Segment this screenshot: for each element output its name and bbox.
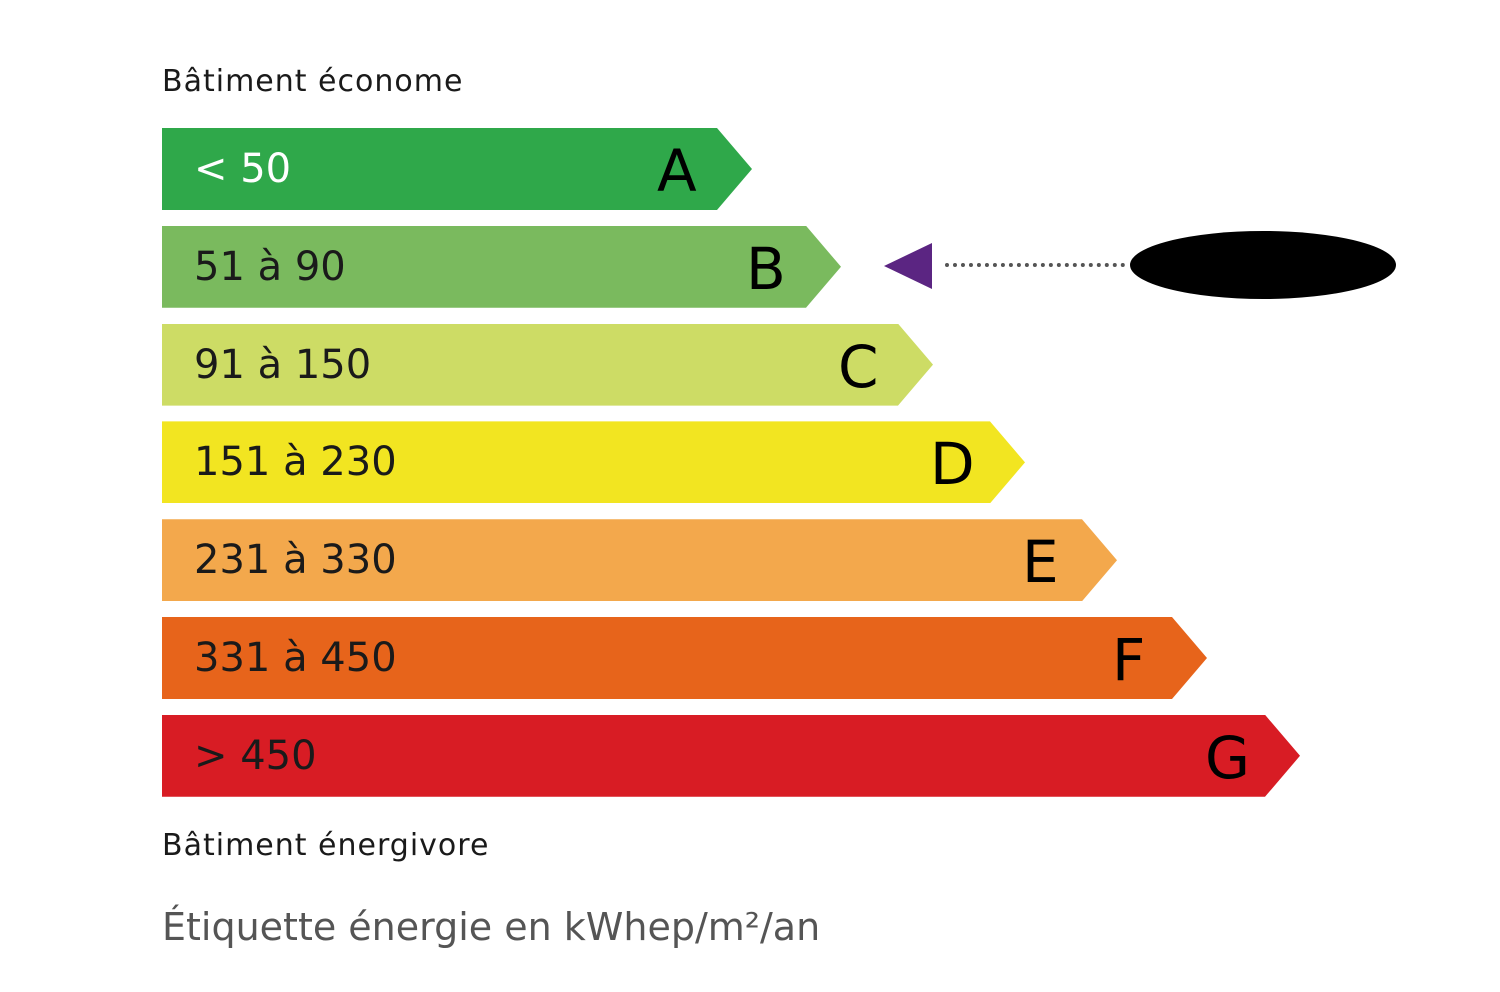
energy-range-label: 151 à 230 xyxy=(194,439,397,486)
energy-range-label: < 50 xyxy=(194,146,292,192)
energy-bar-f: 331 à 450 F xyxy=(162,617,1207,699)
energy-class-letter: E xyxy=(1022,528,1059,597)
energy-range-label: 331 à 450 xyxy=(194,635,397,681)
energy-class-letter: D xyxy=(930,430,975,499)
energy-bar-e: 231 à 330 E xyxy=(162,519,1117,602)
top-caption: Bâtiment économe xyxy=(162,64,464,99)
energy-class-letter: F xyxy=(1112,626,1146,694)
energy-range-label: 231 à 330 xyxy=(194,537,397,584)
energy-bar-d: 151 à 230 D xyxy=(162,421,1025,504)
energy-class-letter: B xyxy=(746,234,786,303)
energy-range-label: 51 à 90 xyxy=(194,243,346,290)
redacted-value xyxy=(1130,231,1396,299)
energy-bar-c: 91 à 150 C xyxy=(162,323,933,406)
energy-range-label: > 450 xyxy=(194,732,317,779)
indicator-arrow-icon xyxy=(884,243,932,289)
energy-bar-g: > 450 G xyxy=(162,714,1300,797)
energy-class-letter: A xyxy=(657,137,697,205)
indicator-dotted-line xyxy=(945,263,1125,267)
footer-label: Étiquette énergie en kWhep/m²/an xyxy=(162,905,821,949)
bottom-caption: Bâtiment énergivore xyxy=(162,828,490,863)
energy-bar-a: < 50 A xyxy=(162,128,752,210)
energy-bar-b: 51 à 90 B xyxy=(162,225,841,308)
energy-range-label: 91 à 150 xyxy=(194,341,372,388)
energy-class-letter: C xyxy=(838,332,879,401)
energy-class-letter: G xyxy=(1205,723,1250,792)
